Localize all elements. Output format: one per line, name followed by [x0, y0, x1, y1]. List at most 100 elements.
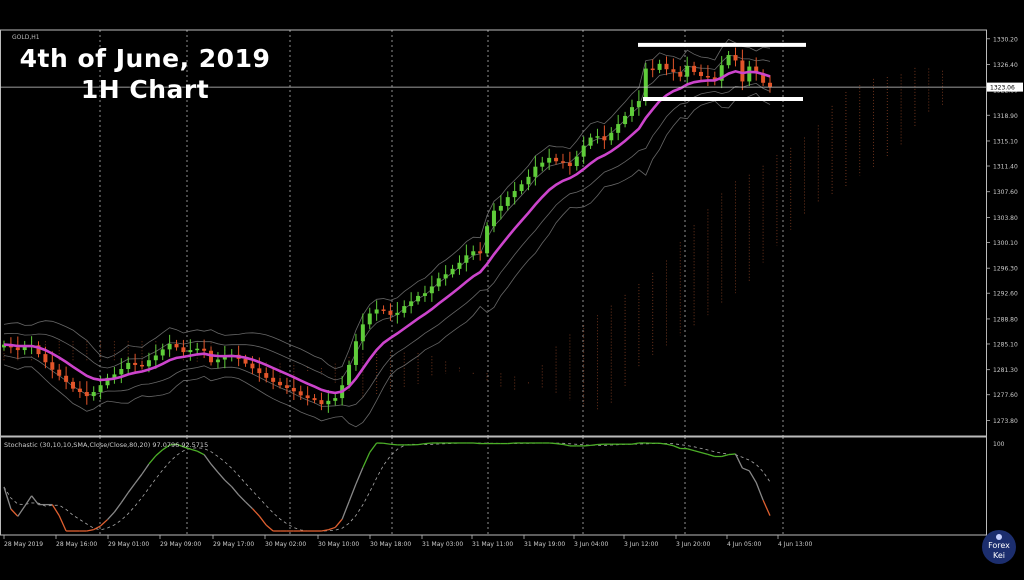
stochastic-k-segment: [418, 444, 425, 445]
x-tick-label: 3 Jun 20:00: [676, 541, 710, 548]
y-tick-label: 1288.80: [993, 316, 1018, 323]
candle-body: [402, 306, 406, 313]
stochastic-k-segment: [349, 484, 356, 502]
candle-body: [533, 167, 537, 177]
candle-body: [747, 67, 751, 82]
candle-body: [175, 344, 179, 347]
candle-body: [699, 72, 703, 76]
stochastic-d-line: [4, 443, 770, 531]
x-tick-label: 31 May 19:00: [524, 541, 565, 548]
badge-line1: Forex: [988, 541, 1010, 551]
y-tick-label: 1330.20: [993, 36, 1018, 43]
candle-body: [347, 365, 351, 385]
candle-body: [375, 309, 379, 313]
stochastic-k-segment: [266, 525, 273, 531]
stochastic-k-segment: [756, 483, 763, 501]
candle-body: [140, 365, 144, 367]
stochastic-k-segment: [687, 449, 694, 451]
candle-body: [451, 269, 455, 274]
stochastic-k-segment: [204, 455, 211, 464]
stochastic-k-segment: [556, 444, 563, 445]
candle-body: [161, 349, 165, 355]
candle-body: [595, 136, 599, 138]
y-tick-label: 1318.90: [993, 113, 1018, 120]
candle-body: [644, 69, 648, 101]
stochastic-k-segment: [425, 443, 432, 444]
candle-body: [457, 263, 461, 269]
y-tick-label: 1307.60: [993, 189, 1018, 196]
stochastic-k-segment: [342, 502, 349, 520]
candle-body: [119, 369, 123, 374]
stochastic-k-segment: [232, 487, 239, 495]
overlay-title-timeframe: 1H Chart: [0, 75, 290, 104]
candle-body: [554, 158, 558, 161]
candle-body: [78, 389, 82, 392]
candle-body: [499, 206, 503, 211]
candle-body: [133, 363, 137, 365]
candle-body: [471, 251, 475, 255]
candle-body: [43, 354, 47, 362]
stochastic-k-segment: [356, 468, 363, 484]
stochastic-panel: 100: [4, 441, 1005, 531]
stochastic-k-segment: [370, 443, 377, 452]
stochastic-k-segment: [508, 443, 515, 444]
y-tick-label: 1277.60: [993, 392, 1018, 399]
stochastic-k-segment: [694, 451, 701, 453]
candle-body: [568, 163, 572, 166]
badge-line2: Kei: [993, 551, 1005, 561]
candle-body: [278, 382, 282, 385]
stochastic-k-segment: [128, 483, 135, 492]
stochastic-k-segment: [18, 506, 25, 516]
candle-body: [71, 382, 75, 389]
ichimoku-cloud: [4, 68, 943, 410]
stochastic-k-segment: [246, 502, 253, 509]
candle-body: [271, 378, 275, 382]
candle-body: [485, 226, 489, 253]
stochastic-k-segment: [4, 487, 11, 509]
candle-body: [250, 364, 254, 369]
candle-body: [319, 400, 323, 404]
y-tick-label: 1311.40: [993, 164, 1018, 171]
candle-body: [368, 314, 372, 325]
candle-body: [64, 376, 68, 382]
candle-body: [126, 363, 130, 369]
stochastic-k-segment: [549, 443, 556, 444]
candle-body: [168, 344, 172, 349]
candle-body: [630, 107, 634, 116]
stochastic-k-segment: [52, 505, 59, 516]
candle-body: [547, 158, 551, 163]
stochastic-k-segment: [666, 444, 673, 446]
stochastic-k-segment: [239, 495, 246, 502]
y-tick-label: 1285.10: [993, 341, 1018, 348]
stochastic-panel-frame: [1, 437, 987, 535]
x-tick-label: 4 Jun 05:00: [727, 541, 761, 548]
candle-body: [540, 163, 544, 167]
stochastic-label: Stochastic (30,10,10,SMA,Close/Close,80,…: [4, 441, 208, 449]
price-axis: 1330.201326.401322.601318.901315.101311.…: [986, 36, 1023, 425]
candle-body: [50, 362, 54, 369]
candle-body: [575, 157, 579, 166]
candle-body: [313, 398, 317, 400]
candle-body: [623, 116, 627, 124]
lower-band-inner: [4, 83, 770, 406]
stochastic-k-segment: [142, 464, 149, 474]
candle-body: [57, 370, 61, 376]
candle-body: [264, 373, 268, 378]
x-tick-label: 28 May 16:00: [56, 541, 97, 548]
candle-body: [706, 76, 710, 78]
stochastic-k-segment: [259, 516, 266, 525]
x-tick-label: 4 Jun 13:00: [778, 541, 812, 548]
stochastic-k-segment: [735, 454, 742, 468]
candle-body: [582, 146, 586, 157]
stochastic-k-segment: [156, 450, 163, 456]
stochastic-k-segment: [632, 443, 639, 444]
candle-body: [602, 136, 606, 140]
stochastic-k-segment: [722, 455, 729, 457]
candle-body: [154, 355, 158, 360]
stochastic-k-segment: [763, 500, 770, 516]
candle-body: [92, 392, 96, 396]
candle-body: [616, 124, 620, 133]
candle-body: [464, 255, 468, 262]
candle-body: [561, 161, 565, 163]
stochastic-scale-label: 100: [993, 441, 1005, 448]
